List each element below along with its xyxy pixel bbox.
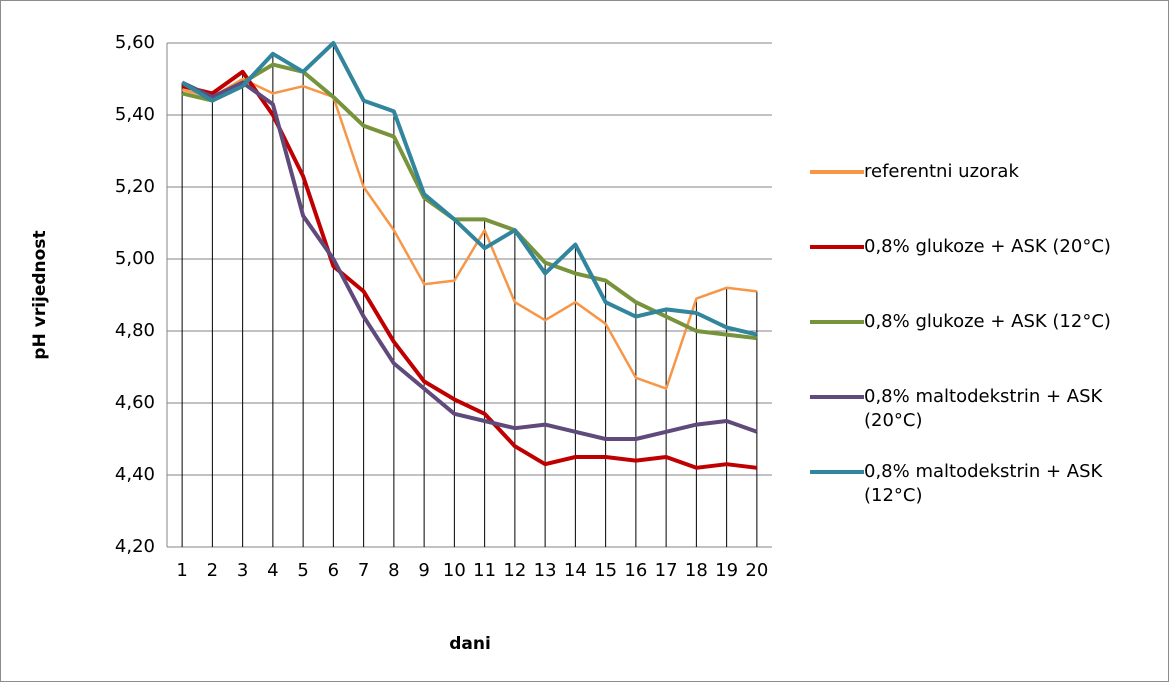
x-tick-label: 13 <box>534 560 557 581</box>
x-tick-label: 20 <box>745 560 768 581</box>
x-axis-title: dani <box>449 634 491 654</box>
legend-swatch <box>810 470 864 474</box>
y-tick-label: 4,80 <box>115 320 155 341</box>
legend-item: 0,8% maltodekstrin + ASK (12°C) <box>810 460 1165 535</box>
y-tick-label: 4,60 <box>115 392 155 413</box>
legend-swatch <box>810 170 864 174</box>
y-tick-label: 4,20 <box>115 536 155 557</box>
x-tick-label: 15 <box>594 560 617 581</box>
x-tick-label: 1 <box>176 560 187 581</box>
legend-swatch <box>810 245 864 249</box>
series-line <box>181 69 758 470</box>
legend-item: 0,8% maltodekstrin + ASK (20°C) <box>810 385 1165 460</box>
y-tick-label: 5,00 <box>115 248 155 269</box>
legend-label: 0,8% maltodekstrin + ASK (20°C) <box>864 386 1103 431</box>
x-tick-label: 16 <box>624 560 647 581</box>
x-tick-label: 2 <box>207 560 218 581</box>
x-tick-label: 9 <box>418 560 429 581</box>
x-tick-label: 6 <box>328 560 339 581</box>
x-tick-label: 12 <box>503 560 526 581</box>
x-tick-label: 18 <box>685 560 708 581</box>
legend-item: referentni uzorak <box>810 160 1165 235</box>
x-tick-label: 3 <box>237 560 248 581</box>
legend-label: 0,8% maltodekstrin + ASK (12°C) <box>864 461 1103 506</box>
y-tick-label: 4,40 <box>115 464 155 485</box>
y-tick-label: 5,40 <box>115 104 155 125</box>
legend-label: 0,8% glukoze + ASK (12°C) <box>864 311 1111 332</box>
x-tick-label: 14 <box>564 560 587 581</box>
y-axis-title: pH vrijednost <box>30 230 50 359</box>
x-tick-label: 11 <box>473 560 496 581</box>
series-line <box>181 41 758 337</box>
legend: referentni uzorak 0,8% glukoze + ASK (20°… <box>810 160 1165 535</box>
x-tick-label: 17 <box>655 560 678 581</box>
legend-label: 0,8% glukoze + ASK (20°C) <box>864 236 1111 257</box>
x-tick-label: 7 <box>358 560 369 581</box>
series-line <box>181 62 758 341</box>
x-tick-label: 19 <box>715 560 738 581</box>
series-line <box>181 80 758 441</box>
legend-label: referentni uzorak <box>864 161 1019 182</box>
legend-swatch <box>810 320 864 324</box>
x-tick-label: 5 <box>297 560 308 581</box>
series-line <box>181 77 758 390</box>
x-tick-label: 8 <box>388 560 399 581</box>
x-tick-label: 10 <box>443 560 466 581</box>
x-tick-label: 4 <box>267 560 278 581</box>
legend-item: 0,8% glukoze + ASK (12°C) <box>810 310 1165 385</box>
y-tick-label: 5,60 <box>115 32 155 53</box>
legend-swatch <box>810 395 864 399</box>
legend-item: 0,8% glukoze + ASK (20°C) <box>810 235 1165 310</box>
y-tick-label: 5,20 <box>115 176 155 197</box>
